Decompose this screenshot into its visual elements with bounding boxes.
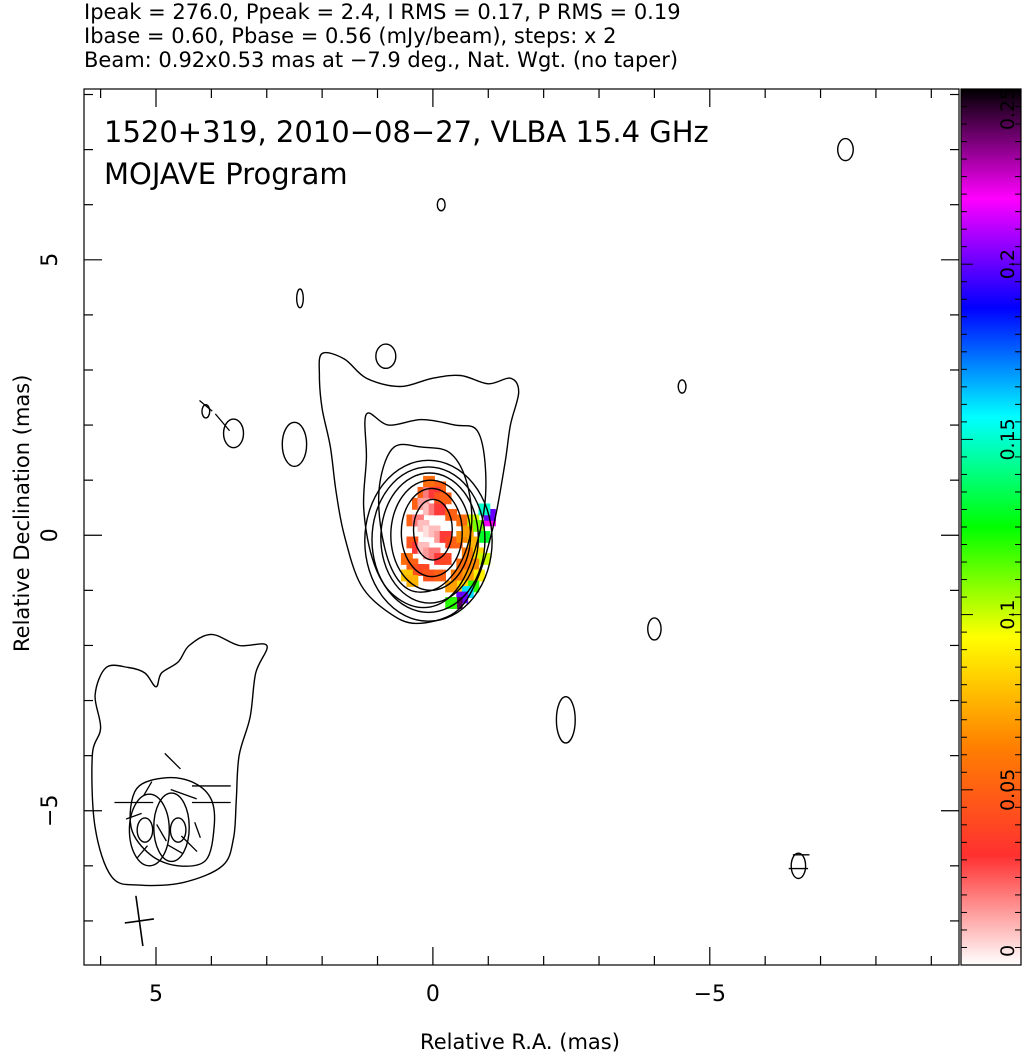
evpa-tick	[156, 824, 167, 842]
pol-pixel	[445, 597, 458, 609]
stats-line-1: Ipeak = 276.0, Ppeak = 2.4, I RMS = 0.17…	[84, 0, 681, 24]
colorbar-tick-label: 0.25	[997, 88, 1019, 130]
jet-contour	[169, 817, 187, 843]
outer-contour	[318, 351, 520, 625]
evpa-tick	[194, 822, 201, 839]
beam-marker	[124, 895, 155, 947]
noise-contour	[201, 403, 211, 419]
x-axis-label: Relative R.A. (mas)	[420, 1030, 620, 1054]
pol-pixel	[450, 569, 463, 582]
pol-pixel	[406, 575, 419, 587]
evpa-tick	[136, 845, 148, 859]
jet-contour	[153, 792, 190, 863]
evpa-tick	[142, 781, 153, 797]
noise-contour	[281, 421, 308, 468]
evpa-tick	[199, 399, 213, 412]
evpa-tick	[125, 812, 142, 820]
y-axis-label: Relative Declination (mas)	[10, 374, 34, 652]
pol-pixel	[456, 558, 469, 571]
total-intensity-contours	[91, 137, 854, 887]
x-tick-label: 5	[149, 982, 163, 1007]
colorbar-tick-label: 0.1	[997, 599, 1019, 629]
evpa-tick	[180, 835, 198, 853]
colorbar-tick-label: 0.05	[997, 769, 1019, 811]
jet-contour	[128, 793, 170, 867]
stats-line-2: Ibase = 0.60, Pbase = 0.56 (mJy/beam), s…	[84, 24, 617, 48]
y-tick-label: −5	[38, 795, 63, 827]
core-contour	[412, 498, 453, 561]
evpa-tick	[170, 788, 197, 800]
pol-pixel	[439, 492, 452, 505]
beam-line: Beam: 0.92x0.53 mas at −7.9 deg., Nat. W…	[84, 48, 679, 72]
pol-pixel	[461, 569, 474, 582]
core-contour	[400, 487, 463, 578]
outer-contour	[91, 633, 268, 887]
core-contour	[371, 466, 486, 614]
jet-contour	[136, 817, 154, 843]
source-annotation-line-1: 1520+319, 2010−08−27, VLBA 15.4 GHz	[104, 115, 709, 149]
noise-contour	[677, 379, 687, 394]
colorbar-tick-label: 0	[997, 945, 1019, 957]
pol-pixel	[472, 519, 485, 532]
colorbar-tick-label: 0.2	[997, 249, 1019, 279]
pol-pixel	[461, 525, 474, 538]
noise-contour	[790, 852, 807, 880]
noise-contour	[647, 617, 662, 641]
noise-contour	[375, 343, 397, 370]
x-tick-label: 0	[426, 982, 440, 1007]
plot-frame	[83, 88, 960, 966]
colorbar-tick-label: 0.15	[997, 418, 1019, 460]
y-tick-label: 0	[38, 528, 63, 542]
y-tick-label: 5	[38, 253, 63, 267]
noise-contour	[295, 288, 305, 309]
outer-contour	[378, 443, 473, 593]
evpa-tick	[214, 413, 231, 432]
beam-minor-axis	[124, 918, 155, 924]
pol-pixel	[467, 536, 480, 549]
pol-pixel	[456, 514, 469, 527]
axes: 5 0 −5 5 0 −5	[38, 89, 959, 1007]
evpa-tick	[167, 844, 183, 854]
outer-contour	[129, 776, 216, 867]
pol-pixel	[467, 558, 480, 571]
source-annotation-line-2: MOJAVE Program	[104, 157, 348, 191]
core-contour	[364, 459, 493, 622]
x-tick-label: −5	[694, 982, 726, 1007]
pol-pixel	[445, 508, 458, 521]
noise-contour	[436, 197, 446, 212]
pol-pixel	[439, 553, 452, 565]
colorbar	[960, 88, 1022, 966]
pol-pixel	[434, 503, 447, 516]
pol-pixel	[445, 580, 458, 593]
evpa-tick	[164, 752, 181, 770]
noise-contour	[555, 695, 576, 744]
outer-contour	[362, 412, 487, 609]
noise-contour	[837, 137, 854, 162]
pol-pixel	[423, 569, 435, 582]
evpa-vectors	[114, 399, 810, 870]
colorbar-ticks: 0 0.05 0.1 0.15 0.2 0.25	[961, 88, 1021, 966]
noise-contour	[222, 418, 245, 449]
